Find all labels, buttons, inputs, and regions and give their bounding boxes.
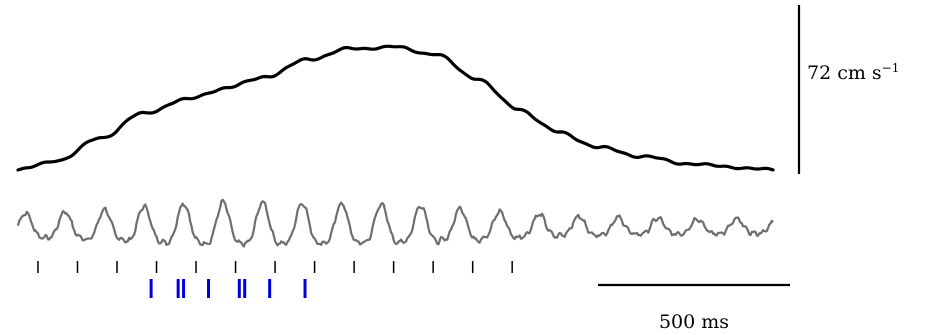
time-scale-label: 500 ms: [659, 311, 729, 333]
theta-cycle-ticks: [37, 261, 513, 273]
speed-scale-exponent: −1: [882, 61, 900, 75]
speed-trace: [16, 44, 775, 172]
spike-raster: [149, 279, 307, 298]
lfp-trace: [16, 198, 774, 248]
speed-scale-label: 72 cm s−1: [807, 61, 899, 84]
